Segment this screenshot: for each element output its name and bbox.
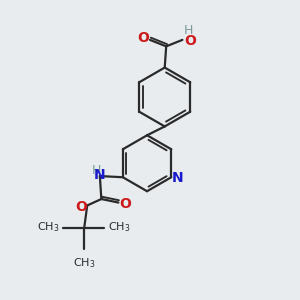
Text: O: O [138,31,149,45]
Text: O: O [75,200,87,214]
Text: O: O [119,197,131,211]
Text: O: O [185,34,197,48]
Text: CH$_3$: CH$_3$ [108,220,130,234]
Text: CH$_3$: CH$_3$ [73,256,95,270]
Text: CH$_3$: CH$_3$ [37,220,59,234]
Text: N: N [94,168,105,182]
Text: H: H [184,24,193,37]
Text: H: H [92,164,101,177]
Text: N: N [172,171,184,185]
